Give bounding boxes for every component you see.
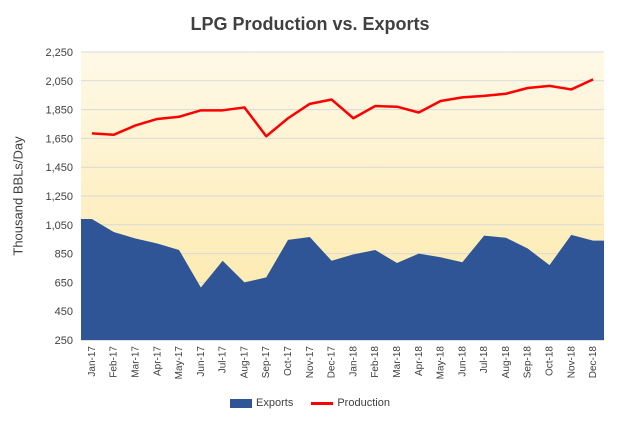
x-tick-label: Aug-18 xyxy=(501,346,512,379)
x-tick-label: Jun-17 xyxy=(196,346,207,377)
series-production-line xyxy=(91,78,594,138)
y-tick-label: 850 xyxy=(55,249,73,261)
legend-swatch-production xyxy=(311,401,334,405)
x-tick-label: Oct-18 xyxy=(545,346,556,376)
legend-item-exports: Exports xyxy=(230,397,293,409)
legend-label-exports: Exports xyxy=(256,397,294,409)
x-tick-label: Mar-17 xyxy=(130,346,141,378)
y-tick-label: 1,650 xyxy=(45,133,73,145)
x-tick-label: Jan-17 xyxy=(87,346,98,377)
y-tick-label: 1,050 xyxy=(45,220,73,232)
y-tick-label: 450 xyxy=(55,306,73,318)
x-tick-label: Oct-17 xyxy=(283,346,294,376)
x-tick-label: Jun-18 xyxy=(457,346,468,377)
x-tick-label: May-17 xyxy=(174,346,185,380)
y-tick-label: 650 xyxy=(55,277,73,289)
chart-title: LPG Production vs. Exports xyxy=(190,14,430,34)
x-tick-label: Feb-17 xyxy=(109,346,120,378)
y-tick-label: 2,250 xyxy=(45,47,73,59)
x-tick-label: Jul-18 xyxy=(479,346,490,374)
y-tick-label: 1,450 xyxy=(45,162,73,174)
y-tick-label: 250 xyxy=(55,335,73,347)
x-tick-label: Apr-17 xyxy=(152,346,163,376)
x-tick-label: Aug-17 xyxy=(239,346,250,379)
y-tick-label: 1,250 xyxy=(45,191,73,203)
x-tick-label: Nov-17 xyxy=(305,346,316,379)
x-tick-label: Jan-18 xyxy=(348,346,359,377)
x-tick-label: Mar-18 xyxy=(392,346,403,378)
x-tick-label: Jul-17 xyxy=(218,346,229,374)
x-tick-label: May-18 xyxy=(436,346,447,380)
x-tick-label: Dec-18 xyxy=(588,346,599,379)
y-tick-label: 1,850 xyxy=(45,105,73,117)
legend-item-production: Production xyxy=(311,397,390,409)
x-tick-label: Feb-18 xyxy=(370,346,381,378)
legend-label-production: Production xyxy=(337,397,390,409)
x-tick-label: Apr-18 xyxy=(414,346,425,376)
x-tick-label: Dec-17 xyxy=(327,346,338,379)
y-tick-label: 2,050 xyxy=(45,76,73,88)
x-tick-label: Sep-18 xyxy=(523,346,534,379)
x-tick-label: Sep-17 xyxy=(261,346,272,379)
series-exports-area xyxy=(81,219,604,340)
legend-swatch-exports xyxy=(230,398,253,408)
x-tick-label: Nov-18 xyxy=(566,346,577,379)
legend: Exports Production xyxy=(0,397,620,409)
